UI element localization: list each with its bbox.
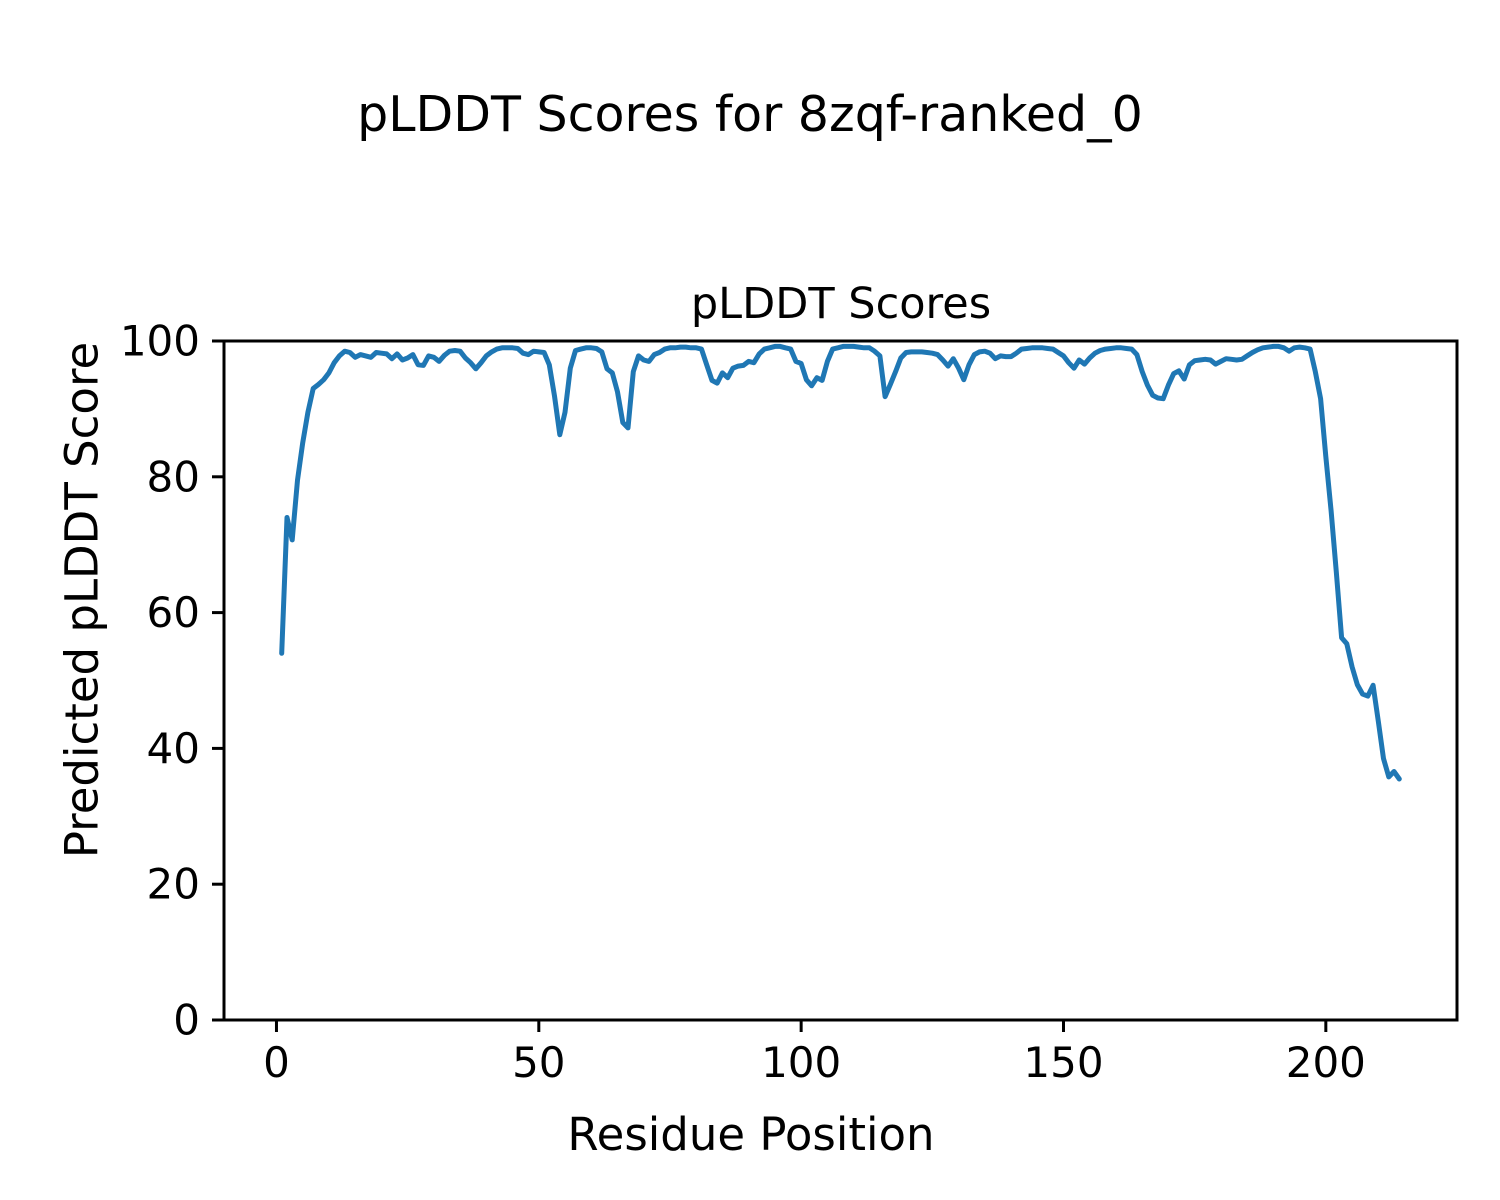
y-tick-label: 0 [173,996,200,1045]
x-tick-label: 100 [761,1038,841,1087]
axes-spines [222,339,1459,1022]
x-tick-label: 150 [1023,1038,1103,1087]
y-axis-label: Predicted pLDDT Score [55,341,109,859]
y-tick-label: 40 [147,724,200,773]
figure-title: pLDDT Scores for 8zqf-ranked_0 [357,86,1143,143]
y-tick-label: 100 [120,317,200,366]
x-tick-label: 50 [512,1038,565,1087]
y-tick-label: 80 [147,452,200,501]
axes-title: pLDDT Scores [690,279,992,329]
y-tick-label: 60 [147,588,200,637]
plot-line [279,343,1402,782]
x-axis-label: Residue Position [567,1108,935,1161]
y-tick-label: 20 [147,860,200,909]
x-tick-label: 0 [263,1038,290,1087]
x-tick-label: 200 [1286,1038,1366,1087]
